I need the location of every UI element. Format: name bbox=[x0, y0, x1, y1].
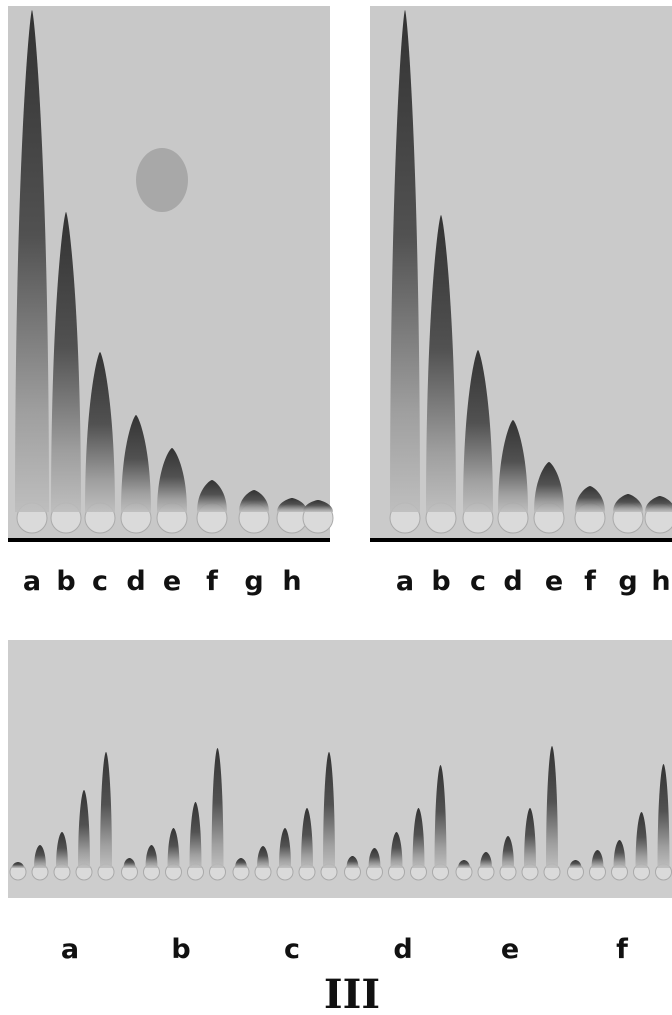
lane-label: e bbox=[163, 566, 181, 597]
lane-label: b bbox=[431, 566, 450, 597]
panel-2-labels: a b c d e f g h bbox=[396, 566, 671, 597]
lane-label: h bbox=[282, 566, 301, 597]
lane-label: c bbox=[470, 566, 486, 597]
panel-1-labels: a b c d e f g h bbox=[23, 566, 302, 597]
stain bbox=[136, 148, 188, 212]
group-label: b bbox=[171, 934, 190, 965]
lane-label: c bbox=[92, 566, 108, 597]
lane-label: h bbox=[651, 566, 670, 597]
group-label: a bbox=[61, 934, 79, 965]
group-label: e bbox=[501, 934, 519, 965]
lane-label: f bbox=[584, 566, 596, 597]
group-label: f bbox=[616, 934, 628, 965]
lane-label: g bbox=[244, 566, 263, 597]
group-label: c bbox=[284, 934, 300, 965]
figure-caption: III bbox=[324, 971, 380, 1015]
group-label: d bbox=[393, 934, 412, 965]
lane-label: f bbox=[206, 566, 218, 597]
lane-label: g bbox=[618, 566, 637, 597]
figure: a b c d e f g h a b c d e f g h a b c d … bbox=[0, 0, 672, 1015]
lane-label: d bbox=[126, 566, 145, 597]
lane-label: e bbox=[545, 566, 563, 597]
lane-label: a bbox=[23, 566, 41, 597]
panel-3-labels: a b c d e f bbox=[61, 934, 628, 965]
lane-label: b bbox=[56, 566, 75, 597]
lane-label: a bbox=[396, 566, 414, 597]
lane-label: d bbox=[503, 566, 522, 597]
